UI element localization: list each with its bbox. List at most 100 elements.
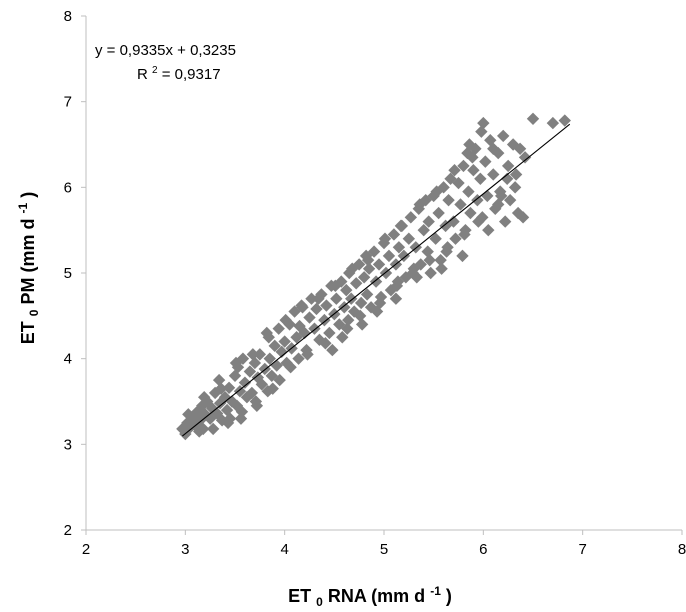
data-point (273, 373, 286, 387)
r-squared-label: R 2 = 0,9317 (137, 60, 221, 83)
data-point (329, 279, 342, 293)
data-point (462, 185, 475, 198)
data-point (243, 365, 257, 378)
data-point (487, 142, 500, 155)
data-point (262, 331, 275, 344)
data-point (296, 301, 309, 314)
data-point (509, 168, 523, 181)
trendline-equation: y = 0,9335x + 0,3235 (95, 42, 236, 59)
data-point (250, 399, 264, 412)
y-tick-label: 6 (64, 179, 72, 196)
data-point (193, 425, 206, 438)
data-point (340, 283, 353, 297)
x-tick-label: 4 (280, 541, 288, 558)
data-point (447, 215, 460, 228)
data-point (305, 292, 318, 305)
data-point (497, 129, 510, 143)
x-axis-title-main: ET (288, 586, 311, 606)
data-point (326, 343, 339, 357)
data-point (312, 292, 325, 305)
y-axis-title-main: ET (18, 321, 38, 344)
data-point (395, 219, 409, 233)
data-point (310, 302, 323, 316)
x-ticks-layer: 2 3 4 5 6 7 8 (82, 530, 686, 558)
data-point (292, 352, 305, 365)
x-tick-label: 7 (578, 541, 586, 558)
data-point (198, 391, 211, 404)
y-axis-title: ET 0 PM (mm d -1 ) (11, 192, 42, 344)
y-ticks-layer: 2 3 4 5 6 7 8 (64, 8, 86, 539)
data-point (349, 277, 363, 290)
data-point (417, 223, 430, 237)
data-point (360, 288, 374, 301)
data-point (430, 185, 443, 198)
x-tick-label: 3 (181, 541, 189, 558)
data-point (263, 352, 276, 365)
data-point (390, 279, 404, 293)
y-tick-label: 4 (64, 351, 72, 368)
data-point (477, 116, 490, 130)
data-point (336, 331, 349, 344)
data-point (421, 245, 434, 258)
data-point (397, 249, 411, 263)
data-point (511, 206, 525, 220)
data-point (506, 138, 520, 151)
data-point (498, 215, 512, 228)
data-point (454, 198, 467, 211)
data-point (253, 348, 267, 361)
data-point (361, 253, 375, 267)
x-axis-title-rest: RNA (mm d (328, 586, 425, 606)
data-point (373, 296, 387, 310)
data-point (464, 206, 477, 220)
x-tick-label: 8 (678, 541, 686, 558)
data-point (355, 318, 369, 331)
data-point (212, 373, 226, 387)
data-point (448, 164, 461, 177)
x-axis-title-subscript: 0 (316, 595, 323, 609)
data-point (414, 258, 427, 271)
data-point (476, 211, 489, 224)
data-point (378, 232, 392, 245)
data-point (255, 378, 269, 391)
data-point (489, 202, 502, 215)
data-point (406, 266, 420, 280)
r-squared-superscript: 2 (152, 65, 158, 76)
data-point (508, 181, 522, 194)
data-point (558, 114, 571, 127)
x-axis-title-superscript: -1 (430, 584, 441, 598)
data-point (432, 206, 445, 220)
data-point (382, 249, 396, 263)
data-point (221, 416, 235, 430)
data-point (449, 232, 462, 245)
data-point (458, 228, 471, 241)
data-point (495, 189, 508, 203)
data-point (275, 345, 288, 359)
data-point (546, 116, 560, 130)
data-point (413, 198, 426, 211)
r-squared-value: = 0,9317 (162, 66, 221, 83)
data-point (471, 193, 484, 207)
data-point (231, 361, 245, 374)
data-point (475, 125, 488, 138)
x-tick-label: 2 (82, 541, 90, 558)
data-point (268, 339, 281, 353)
data-point (233, 385, 247, 398)
data-point (346, 262, 359, 275)
y-tick-label: 7 (64, 94, 72, 111)
y-axis-title-subscript: 0 (27, 309, 41, 316)
data-point (278, 335, 291, 348)
data-point (389, 292, 403, 305)
data-point (222, 381, 236, 394)
data-point (182, 408, 195, 421)
data-point (372, 258, 386, 271)
data-point (319, 337, 332, 350)
data-point (341, 322, 354, 335)
data-point (466, 151, 479, 164)
data-point (423, 253, 436, 267)
data-point (456, 249, 469, 263)
y-tick-label: 5 (64, 265, 72, 282)
data-point (238, 376, 252, 389)
data-point (362, 262, 376, 275)
data-point (467, 164, 480, 177)
